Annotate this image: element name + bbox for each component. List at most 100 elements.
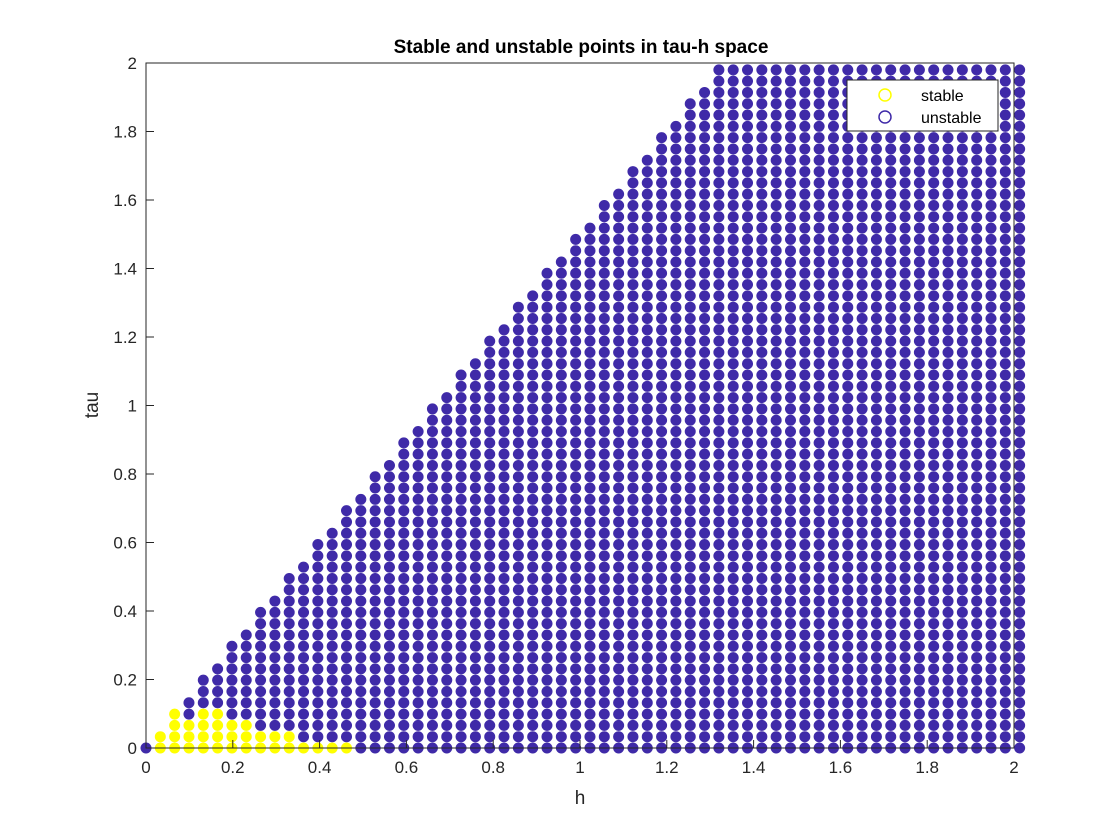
unstable-point — [512, 595, 524, 607]
unstable-point — [827, 358, 839, 370]
unstable-point — [699, 640, 711, 652]
unstable-point — [799, 482, 811, 494]
unstable-point — [742, 143, 754, 155]
unstable-point — [827, 459, 839, 471]
unstable-point — [240, 708, 252, 720]
unstable-point — [885, 256, 897, 268]
unstable-point — [484, 674, 496, 686]
unstable-point — [913, 301, 925, 313]
unstable-point — [713, 697, 725, 709]
unstable-point — [613, 256, 625, 268]
unstable-point — [412, 572, 424, 584]
y-tick-label: 0.2 — [113, 671, 137, 690]
unstable-point — [784, 109, 796, 121]
unstable-point — [956, 708, 968, 720]
unstable-point — [527, 652, 539, 664]
unstable-point — [341, 674, 353, 686]
unstable-point — [398, 448, 410, 460]
unstable-point — [756, 471, 768, 483]
unstable-point — [498, 403, 510, 415]
unstable-point — [484, 516, 496, 528]
unstable-point — [656, 719, 668, 731]
unstable-point — [656, 403, 668, 415]
unstable-point — [684, 346, 696, 358]
unstable-point — [312, 652, 324, 664]
unstable-point — [426, 697, 438, 709]
unstable-point — [555, 290, 567, 302]
unstable-point — [713, 154, 725, 166]
unstable-point — [813, 233, 825, 245]
unstable-point — [699, 256, 711, 268]
unstable-point — [584, 448, 596, 460]
unstable-point — [656, 279, 668, 291]
unstable-point — [584, 561, 596, 573]
unstable-point — [985, 346, 997, 358]
unstable-point — [656, 471, 668, 483]
unstable-point — [383, 708, 395, 720]
unstable-point — [541, 618, 553, 630]
unstable-point — [684, 550, 696, 562]
unstable-point — [527, 482, 539, 494]
unstable-point — [856, 572, 868, 584]
unstable-point — [899, 245, 911, 257]
unstable-point — [383, 685, 395, 697]
unstable-point — [627, 358, 639, 370]
unstable-point — [255, 629, 267, 641]
unstable-point — [870, 392, 882, 404]
unstable-point — [870, 482, 882, 494]
unstable-point — [699, 550, 711, 562]
unstable-point — [355, 572, 367, 584]
unstable-point — [298, 731, 310, 743]
unstable-point — [756, 109, 768, 121]
unstable-point — [885, 369, 897, 381]
unstable-point — [412, 640, 424, 652]
unstable-point — [842, 324, 854, 336]
unstable-point — [899, 674, 911, 686]
unstable-point — [885, 663, 897, 675]
unstable-point — [985, 697, 997, 709]
unstable-point — [799, 505, 811, 517]
unstable-point — [312, 629, 324, 641]
unstable-point — [727, 132, 739, 144]
unstable-point — [383, 459, 395, 471]
unstable-point — [727, 324, 739, 336]
unstable-point — [656, 358, 668, 370]
unstable-point — [742, 414, 754, 426]
unstable-point — [369, 674, 381, 686]
unstable-point — [756, 731, 768, 743]
unstable-point — [341, 663, 353, 675]
unstable-point — [870, 437, 882, 449]
unstable-point — [827, 177, 839, 189]
unstable-point — [541, 527, 553, 539]
unstable-point — [341, 595, 353, 607]
unstable-point — [971, 437, 983, 449]
unstable-point — [813, 211, 825, 223]
unstable-point — [627, 245, 639, 257]
unstable-point — [784, 618, 796, 630]
unstable-point — [584, 324, 596, 336]
unstable-point — [870, 448, 882, 460]
unstable-point — [799, 154, 811, 166]
unstable-point — [956, 324, 968, 336]
unstable-point — [627, 380, 639, 392]
unstable-point — [956, 437, 968, 449]
unstable-point — [641, 482, 653, 494]
unstable-point — [1014, 346, 1026, 358]
unstable-point — [670, 697, 682, 709]
unstable-point — [312, 595, 324, 607]
unstable-point — [713, 358, 725, 370]
unstable-point — [999, 674, 1011, 686]
unstable-point — [613, 358, 625, 370]
unstable-point — [799, 267, 811, 279]
unstable-point — [913, 674, 925, 686]
unstable-point — [799, 109, 811, 121]
unstable-point — [928, 199, 940, 211]
stable-point — [212, 731, 224, 743]
unstable-point — [713, 414, 725, 426]
unstable-point — [613, 392, 625, 404]
unstable-point — [956, 674, 968, 686]
unstable-point — [627, 527, 639, 539]
unstable-point — [799, 685, 811, 697]
unstable-point — [355, 731, 367, 743]
unstable-point — [999, 663, 1011, 675]
